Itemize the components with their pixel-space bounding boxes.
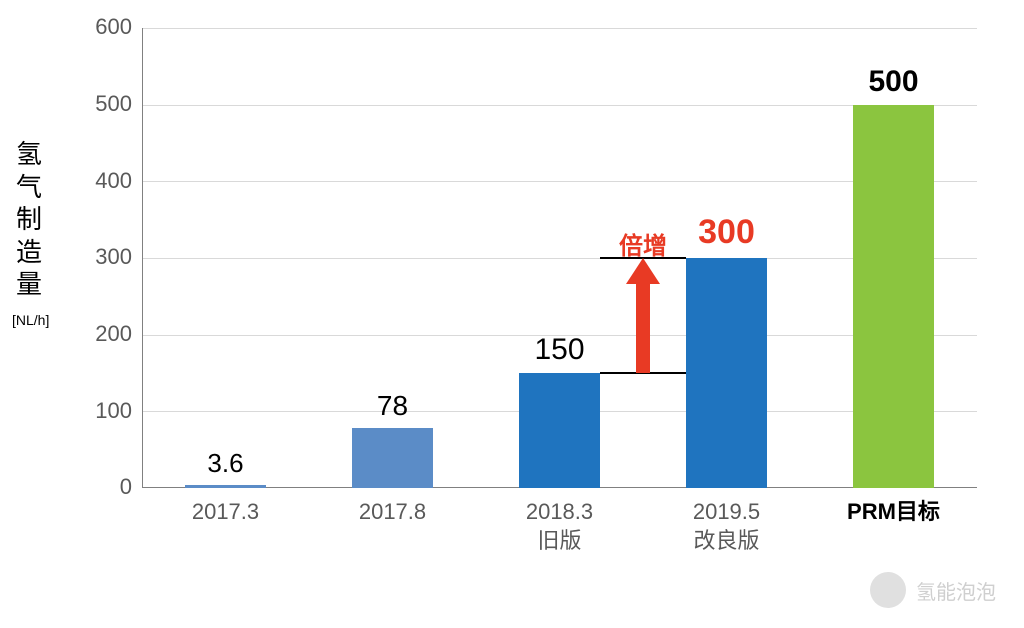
x-category-label: 2017.3: [142, 498, 309, 527]
gridline: [142, 181, 977, 182]
y-tick-label: 200: [72, 321, 132, 347]
y-axis-label: 氢气制造量: [14, 138, 44, 301]
y-axis: [142, 28, 143, 488]
watermark: 氢能泡泡: [870, 572, 996, 608]
bar: [686, 258, 766, 488]
plot-area: 3.678150300500倍增: [142, 28, 977, 488]
annotation-arrow-shaft: [636, 284, 650, 373]
annotation-arrow-head: [626, 258, 660, 284]
y-tick-label: 400: [72, 168, 132, 194]
y-tick-label: 0: [72, 474, 132, 500]
y-tick-label: 300: [72, 244, 132, 270]
y-axis-label-text: 氢气制造量: [16, 139, 42, 299]
gridline: [142, 28, 977, 29]
x-category-label: 2017.8: [309, 498, 476, 527]
annotation-text: 倍增: [573, 226, 713, 261]
bar: [352, 428, 432, 488]
y-tick-label: 500: [72, 91, 132, 117]
bar-value-label: 3.6: [156, 448, 296, 479]
y-tick-label: 100: [72, 398, 132, 424]
bar-value-label: 78: [323, 390, 463, 422]
bar-value-label: 500: [824, 65, 964, 99]
x-category-label: 2018.3旧版: [476, 498, 643, 555]
bar: [519, 373, 599, 488]
y-axis-unit: [NL/h]: [12, 312, 49, 328]
gridline: [142, 258, 977, 259]
x-category-label: 2019.5改良版: [643, 498, 810, 555]
bar: [185, 485, 265, 488]
y-tick-label: 600: [72, 14, 132, 40]
watermark-text: 氢能泡泡: [916, 576, 996, 605]
x-category-label: PRM目标: [810, 498, 977, 527]
watermark-icon: [870, 572, 906, 608]
gridline: [142, 105, 977, 106]
bar: [853, 105, 933, 488]
bar-value-label: 150: [490, 333, 630, 367]
